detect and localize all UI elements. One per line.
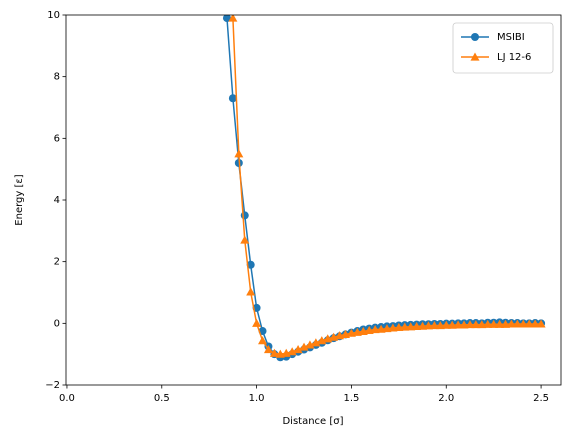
marker <box>465 320 475 329</box>
marker <box>370 325 380 334</box>
marker <box>447 320 457 329</box>
marker <box>518 319 528 328</box>
marker <box>429 320 439 330</box>
marker <box>524 319 534 328</box>
y-tick-label: 0 <box>54 318 60 329</box>
x-tick-label: 1.5 <box>343 393 359 404</box>
marker <box>536 319 546 328</box>
marker <box>406 322 416 331</box>
marker <box>453 320 463 329</box>
marker <box>287 347 297 356</box>
marker <box>222 15 231 23</box>
marker <box>471 320 481 329</box>
marker <box>240 235 250 244</box>
marker <box>246 287 256 296</box>
marker <box>412 321 422 331</box>
marker <box>470 52 480 61</box>
x-tick-label: 2.0 <box>438 393 454 404</box>
y-tick-label: 2 <box>54 257 60 268</box>
x-tick-label: 0.5 <box>154 393 170 404</box>
legend-label: LJ 12-6 <box>497 52 531 63</box>
marker <box>459 320 469 329</box>
plot-area <box>222 15 546 362</box>
marker <box>418 321 428 330</box>
y-tick-label: 4 <box>54 195 60 206</box>
x-tick-label: 1.0 <box>249 393 265 404</box>
marker <box>489 319 499 328</box>
y-tick-label: 6 <box>54 133 60 144</box>
marker <box>228 94 237 103</box>
marker <box>512 319 522 328</box>
marker <box>471 33 479 41</box>
y-tick-label: −2 <box>45 380 60 391</box>
marker <box>258 336 268 345</box>
x-tick-label: 2.5 <box>533 393 549 404</box>
x-axis-label: Distance [σ] <box>282 416 343 427</box>
marker <box>240 211 249 220</box>
marker <box>483 319 493 328</box>
y-tick-label: 10 <box>47 10 60 21</box>
marker <box>441 320 451 329</box>
x-tick-label: 0.0 <box>59 393 75 404</box>
marker <box>293 345 303 354</box>
marker <box>311 338 321 347</box>
marker <box>530 319 540 328</box>
marker <box>477 320 487 329</box>
marker <box>263 345 273 354</box>
marker <box>228 15 238 22</box>
marker <box>400 322 410 331</box>
legend: MSIBI LJ 12-6 <box>452 22 554 74</box>
marker <box>234 149 244 158</box>
marker <box>501 319 511 328</box>
marker <box>435 320 445 330</box>
marker <box>299 342 309 351</box>
marker <box>252 318 262 327</box>
legend-box <box>452 22 554 74</box>
marker <box>495 319 505 328</box>
marker <box>394 322 404 331</box>
marker <box>246 260 255 269</box>
plot-frame <box>65 14 562 386</box>
y-axis-label: Energy [ε] <box>14 174 25 225</box>
marker <box>423 321 433 330</box>
marker <box>269 348 279 357</box>
marker <box>506 319 516 328</box>
marker <box>305 340 315 349</box>
legend-label: MSIBI <box>497 32 525 43</box>
y-tick-label: 8 <box>54 72 60 83</box>
